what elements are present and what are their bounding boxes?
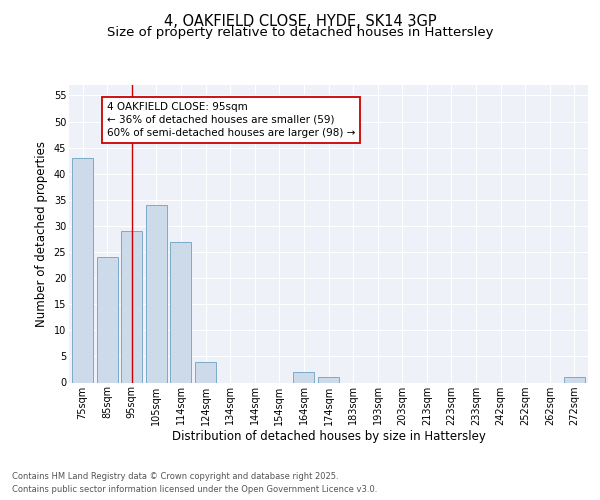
Bar — [564, 378, 585, 382]
Y-axis label: Number of detached properties: Number of detached properties — [35, 141, 48, 327]
Bar — [72, 158, 93, 382]
Text: Contains HM Land Registry data © Crown copyright and database right 2025.: Contains HM Land Registry data © Crown c… — [12, 472, 338, 481]
Bar — [195, 362, 216, 382]
Text: 4 OAKFIELD CLOSE: 95sqm
← 36% of detached houses are smaller (59)
60% of semi-de: 4 OAKFIELD CLOSE: 95sqm ← 36% of detache… — [107, 102, 356, 138]
Bar — [170, 242, 191, 382]
Bar — [318, 378, 339, 382]
Bar — [293, 372, 314, 382]
Text: Size of property relative to detached houses in Hattersley: Size of property relative to detached ho… — [107, 26, 493, 39]
X-axis label: Distribution of detached houses by size in Hattersley: Distribution of detached houses by size … — [172, 430, 485, 444]
Bar — [121, 231, 142, 382]
Bar — [146, 205, 167, 382]
Text: 4, OAKFIELD CLOSE, HYDE, SK14 3GP: 4, OAKFIELD CLOSE, HYDE, SK14 3GP — [164, 14, 436, 29]
Bar — [97, 257, 118, 382]
Text: Contains public sector information licensed under the Open Government Licence v3: Contains public sector information licen… — [12, 484, 377, 494]
